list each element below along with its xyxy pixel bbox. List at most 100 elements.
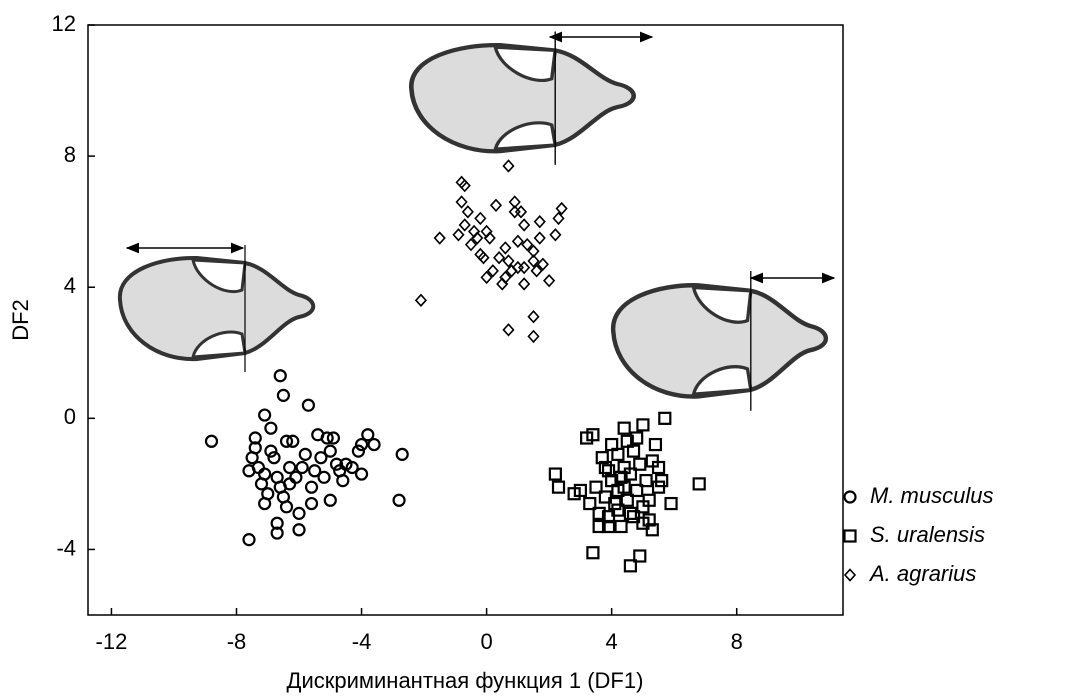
point (458, 218, 471, 232)
point (354, 437, 369, 452)
point (486, 264, 499, 278)
point (295, 460, 309, 475)
point (304, 496, 319, 511)
point (464, 237, 478, 252)
point (633, 549, 647, 563)
point (573, 483, 587, 498)
point (248, 431, 262, 445)
point (518, 260, 531, 275)
point (298, 447, 312, 461)
point (308, 464, 322, 478)
point (514, 205, 528, 219)
point (354, 467, 369, 481)
point (658, 411, 672, 425)
point (304, 480, 319, 494)
point (477, 251, 490, 265)
point (273, 369, 287, 383)
point (283, 460, 297, 475)
point (623, 559, 638, 573)
point (361, 428, 375, 442)
point (592, 519, 606, 534)
point (499, 270, 512, 285)
x-tick-label: -4 (352, 629, 372, 654)
point (270, 526, 284, 540)
point (279, 434, 294, 448)
x-tick-label: -12 (96, 629, 128, 654)
point (530, 264, 543, 278)
point (455, 195, 468, 209)
point (543, 273, 556, 288)
point (536, 257, 549, 271)
legend-label: M. musculus (870, 483, 993, 508)
point (692, 477, 706, 491)
point (617, 421, 631, 435)
point (493, 251, 506, 265)
point (499, 241, 512, 255)
point (283, 477, 297, 491)
point (254, 477, 269, 491)
y-tick-label: 4 (64, 273, 76, 298)
point (630, 483, 644, 498)
point (614, 519, 628, 534)
point (527, 310, 540, 324)
point (636, 516, 650, 530)
x-tick-label: 4 (606, 629, 618, 654)
point (329, 457, 344, 471)
legend-label: S. uralensis (870, 522, 985, 547)
point (620, 493, 634, 507)
legend-marker (843, 568, 857, 582)
illustrations (117, 32, 836, 411)
point (474, 247, 487, 262)
point (589, 480, 603, 494)
point (623, 467, 638, 481)
point (339, 457, 353, 471)
point (345, 460, 359, 475)
point (323, 493, 337, 507)
point (551, 480, 566, 494)
point (626, 444, 641, 458)
point (511, 234, 524, 249)
point (367, 437, 381, 452)
point (458, 178, 471, 193)
point (533, 214, 546, 229)
point (502, 159, 515, 173)
point (326, 431, 341, 445)
point (292, 506, 306, 520)
point (317, 470, 331, 484)
point (279, 500, 294, 514)
point (664, 496, 678, 511)
point (245, 451, 259, 465)
point (395, 447, 409, 461)
point (633, 457, 647, 471)
point (314, 451, 328, 465)
point (204, 434, 219, 448)
point (527, 329, 540, 344)
point (521, 237, 534, 252)
point (461, 205, 474, 219)
point (592, 506, 606, 520)
point (639, 474, 653, 488)
y-tick-label: 0 (64, 404, 76, 429)
point (351, 444, 366, 458)
point (336, 474, 350, 488)
point (292, 523, 306, 537)
point (601, 519, 616, 534)
point (264, 444, 278, 458)
point (583, 496, 597, 511)
point (320, 431, 334, 445)
y-tick-label: 12 (52, 11, 76, 36)
legend-marker (843, 490, 857, 504)
y-axis-label: DF2 (8, 299, 33, 341)
x-tick-label: 8 (731, 629, 743, 654)
legend-label: A. agrarius (868, 561, 976, 586)
point (452, 228, 465, 242)
skull-illustration (411, 32, 633, 165)
point (548, 467, 562, 481)
point (286, 434, 300, 448)
point (489, 198, 503, 212)
point (433, 231, 446, 245)
x-tick-label: 0 (480, 629, 492, 654)
point (471, 231, 484, 245)
point (455, 175, 468, 190)
point (258, 408, 272, 422)
